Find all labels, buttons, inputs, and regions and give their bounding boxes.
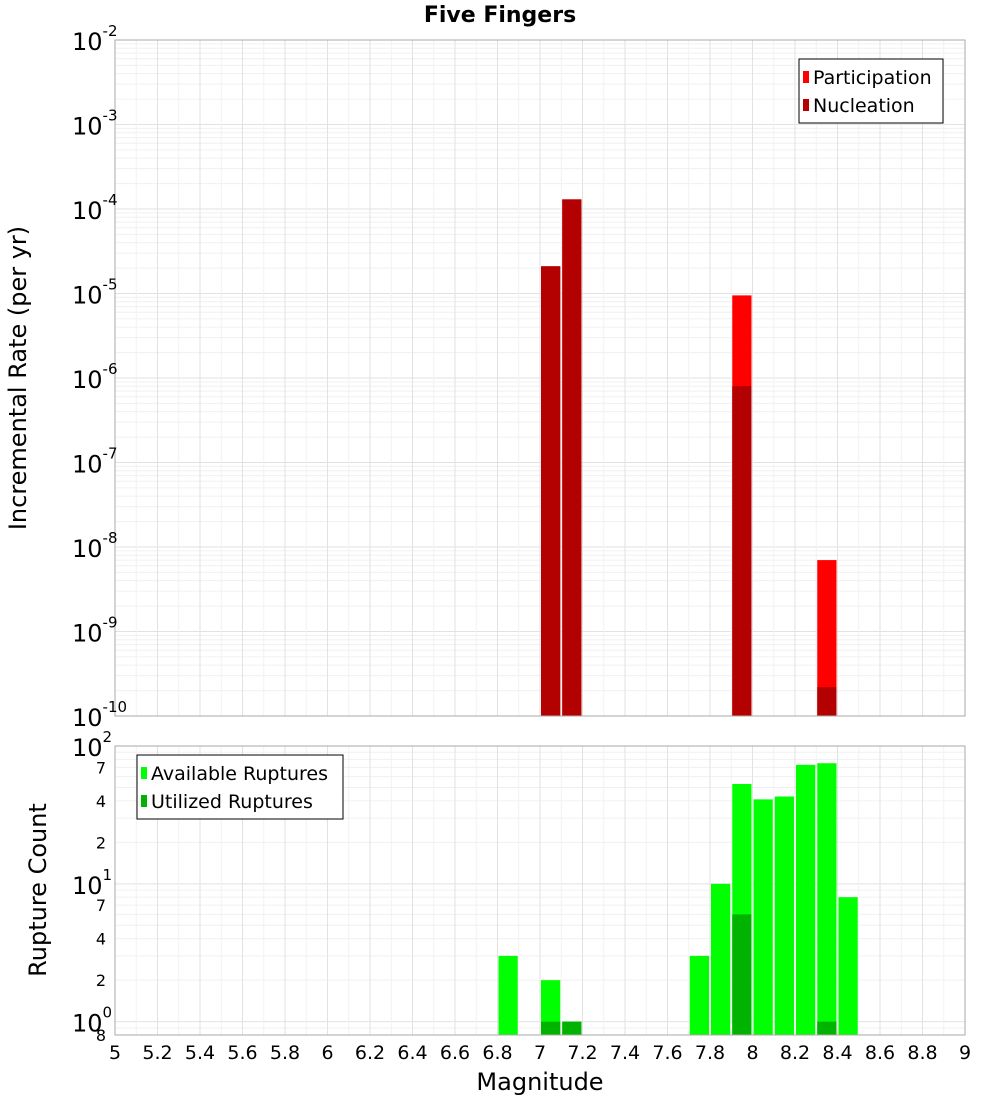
x-tick-label: 7.2 <box>567 1042 597 1064</box>
top-y-tick-label: 10-5 <box>72 276 118 310</box>
bottom-bar-utilized-ruptures-7.95 <box>732 914 752 1035</box>
bottom-bar-available-ruptures-8.15 <box>774 796 794 1035</box>
bottom-bar-available-ruptures-8.05 <box>753 799 773 1035</box>
x-tick-label: 8.4 <box>822 1042 852 1064</box>
x-tick-label: 8 <box>746 1042 758 1064</box>
x-tick-label: 6 <box>321 1042 333 1064</box>
x-tick-label: 5.6 <box>227 1042 257 1064</box>
chart-title: Five Fingers <box>423 3 577 28</box>
bottom-bar-available-ruptures-7.85 <box>711 883 731 1035</box>
bottom-legend-swatch <box>141 795 147 807</box>
top-y-tick-label: 10-7 <box>72 445 118 479</box>
top-y-tick-label: 10-10 <box>72 698 127 732</box>
top-legend-label: Nucleation <box>813 95 915 117</box>
x-tick-labels: 5 5.2 5.4 5.6 5.8 6 6.2 6.4 6.6 6.8 7 7.2 7.4 7.6 7.8 8… <box>109 1042 971 1064</box>
top-legend-label: Participation <box>813 67 932 89</box>
bottom-y-axis-label: Rupture Count <box>24 803 52 977</box>
x-tick-label: 8.8 <box>907 1042 937 1064</box>
bottom-y-minor-tick-label: 7 <box>96 896 106 915</box>
x-tick-label: 5.8 <box>270 1042 300 1064</box>
top-bar-nucleation-7.15 <box>562 199 582 717</box>
bottom-bar-utilized-ruptures-7.15 <box>562 1021 582 1035</box>
x-tick-label: 8.6 <box>865 1042 895 1064</box>
bottom-bar-utilized-ruptures-8.35 <box>817 1021 837 1035</box>
top-legend-swatch <box>803 99 809 111</box>
x-tick-label: 7.8 <box>695 1042 725 1064</box>
x-tick-label: 6.2 <box>355 1042 385 1064</box>
bottom-bar-available-ruptures-7.05 <box>541 980 561 1035</box>
top-plot-grid <box>114 40 966 717</box>
bottom-bar-available-ruptures-8.25 <box>796 764 816 1035</box>
bottom-bar-utilized-ruptures-7.05 <box>541 1021 561 1035</box>
bottom-plot-bars <box>498 763 858 1035</box>
bottom-legend-label: Utilized Ruptures <box>151 791 313 813</box>
top-y-tick-label: 10-8 <box>72 529 118 563</box>
x-tick-label: 8.2 <box>780 1042 810 1064</box>
top-plot-bars <box>541 199 837 717</box>
bottom-y-tick-label: 101 <box>72 866 112 900</box>
top-legend-swatch <box>803 71 809 83</box>
bottom-y-minor-tick-label: 4 <box>96 930 106 949</box>
x-tick-label: 6.4 <box>397 1042 427 1064</box>
bottom-y-minor-tick-label: 7 <box>96 758 106 777</box>
x-axis-label: Magnitude <box>476 1068 603 1096</box>
bottom-y-minor-tick-label: 2 <box>96 971 106 990</box>
top-plot-frame <box>114 39 966 717</box>
bottom-y-tick-label: 100 <box>72 1004 112 1038</box>
bottom-plot-frame <box>114 745 966 1036</box>
top-legend: Participation Nucleation <box>798 58 944 124</box>
top-y-tick-label: 10-4 <box>72 191 118 225</box>
bottom-legend-box <box>136 754 344 820</box>
top-bar-participation-8.35 <box>817 560 837 716</box>
x-tick-label: 7.6 <box>652 1042 682 1064</box>
top-y-tick-label: 10-3 <box>72 107 118 141</box>
bottom-bar-available-ruptures-7.75 <box>689 955 709 1035</box>
bottom-y-tick-labels: 100 101 102 8 2 4 7 2 4 7 <box>72 728 112 1045</box>
top-legend-box <box>798 58 944 124</box>
bottom-y-minor-tick-label: 8 <box>96 1026 106 1045</box>
bottom-bar-available-ruptures-8.45 <box>838 897 858 1035</box>
top-y-tick-label: 10-2 <box>72 22 118 56</box>
bottom-bar-available-ruptures-6.85 <box>498 955 518 1035</box>
bottom-legend-swatch <box>141 767 147 779</box>
x-tick-label: 7.4 <box>610 1042 640 1064</box>
top-bar-nucleation-8.35 <box>817 687 837 716</box>
top-y-tick-label: 10-6 <box>72 360 118 394</box>
x-tick-label: 5 <box>109 1042 121 1064</box>
bottom-legend: Available Ruptures Utilized Ruptures <box>136 754 344 820</box>
x-tick-label: 6.6 <box>440 1042 470 1064</box>
bottom-y-tick-label: 102 <box>72 728 112 762</box>
top-bar-nucleation-7.05 <box>541 266 561 716</box>
top-y-tick-label: 10-9 <box>72 614 118 648</box>
top-bar-nucleation-7.95 <box>732 386 752 716</box>
bottom-y-minor-tick-label: 2 <box>96 833 106 852</box>
bottom-y-minor-tick-label: 4 <box>96 792 106 811</box>
x-tick-label: 7 <box>534 1042 546 1064</box>
bottom-bar-available-ruptures-8.35 <box>817 763 837 1035</box>
x-tick-label: 5.2 <box>142 1042 172 1064</box>
x-tick-label: 9 <box>959 1042 971 1064</box>
top-y-axis-label: Incremental Rate (per yr) <box>4 226 32 530</box>
bottom-legend-label: Available Ruptures <box>151 763 328 785</box>
x-tick-label: 5.4 <box>185 1042 215 1064</box>
x-tick-label: 6.8 <box>482 1042 512 1064</box>
